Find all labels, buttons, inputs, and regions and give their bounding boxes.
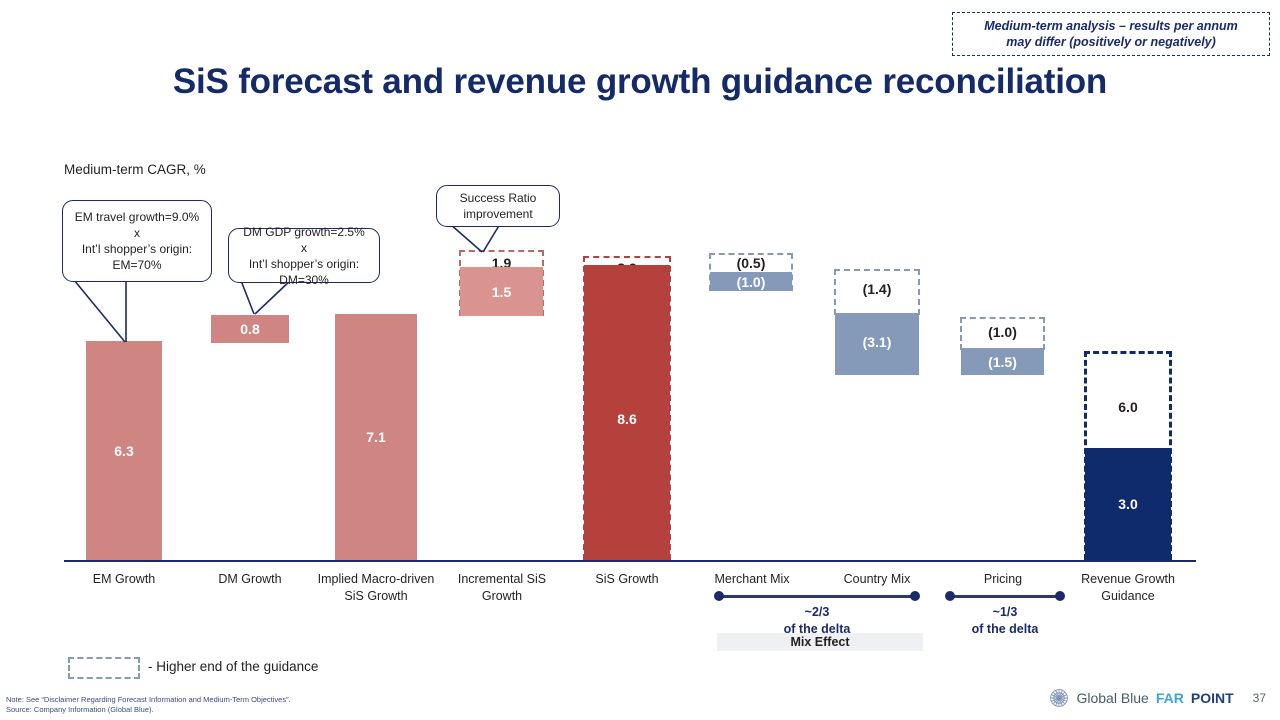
brand-far: FAR bbox=[1155, 690, 1184, 706]
footnote: Note: See “Disclaimer Regarding Forecast… bbox=[6, 695, 291, 715]
bar-value-country-mix: (3.1) bbox=[862, 334, 892, 350]
ghost-value-merchant-mix: (0.5) bbox=[736, 255, 766, 271]
legend-swatch-higher-end bbox=[68, 657, 140, 679]
mix-effect-bracket-rail bbox=[719, 595, 915, 598]
bar-value-sis-growth: 8.6 bbox=[617, 411, 637, 427]
cat-revenue-line-2: Guidance bbox=[1101, 589, 1155, 603]
cat-dm-growth-line-1: DM Growth bbox=[218, 572, 282, 586]
cat-merchant-mix-line-1: Merchant Mix bbox=[714, 572, 790, 586]
em-callout: EM travel growth=9.0% x Int’l shopper’s … bbox=[62, 200, 212, 282]
pricing-delta-line-1: ~1/3 bbox=[992, 605, 1018, 619]
mix-effect-bracket bbox=[714, 591, 920, 601]
cat-incremental-line-1: Incremental SiS bbox=[457, 572, 547, 586]
brand-global-blue: Global Blue bbox=[1076, 690, 1149, 706]
dm-callout-line-2: x bbox=[301, 240, 307, 255]
cat-revenue-line-1: Revenue Growth bbox=[1081, 572, 1175, 586]
pricing-delta-line-2: of the delta bbox=[971, 622, 1039, 636]
bar-revenue-growth-guidance: 3.0 bbox=[1085, 448, 1171, 560]
bar-em-growth: 6.3 bbox=[86, 341, 162, 560]
dm-callout-leader bbox=[239, 277, 294, 315]
mix-effect-bracket-dot-left bbox=[714, 591, 724, 601]
brand-point: POINT bbox=[1190, 690, 1234, 706]
mix-effect-label: Mix Effect bbox=[717, 633, 923, 651]
category-label-pricing: Pricing bbox=[943, 571, 1063, 588]
bar-incremental-sis-growth: 1.5 bbox=[460, 267, 543, 316]
note-line-1: Medium-term analysis – results per annum bbox=[984, 19, 1238, 33]
bar-dm-growth: 0.8 bbox=[211, 315, 289, 343]
bar-value-em-growth: 6.3 bbox=[114, 442, 134, 459]
category-label-revenue-growth-guidance: Revenue Growth Guidance bbox=[1068, 571, 1188, 605]
success-callout-leader bbox=[449, 223, 501, 253]
bar-merchant-mix: (1.0) bbox=[710, 272, 792, 291]
bar-value-pricing: (1.5) bbox=[988, 353, 1017, 370]
pricing-bracket-dot-right bbox=[1055, 591, 1065, 601]
x-axis-line bbox=[64, 560, 1196, 562]
bar-country-mix: (3.1) bbox=[835, 313, 919, 375]
dm-callout-line-4: DM=30% bbox=[279, 272, 329, 287]
category-label-country-mix: Country Mix bbox=[817, 571, 937, 588]
global-blue-logo-icon bbox=[1050, 689, 1069, 707]
category-label-em-growth: EM Growth bbox=[64, 571, 184, 588]
ghost-value-country-mix: (1.4) bbox=[862, 281, 892, 297]
category-label-dm-growth: DM Growth bbox=[190, 571, 310, 588]
bar-value-implied-macro: 7.1 bbox=[366, 429, 386, 445]
page-number: 37 bbox=[1252, 691, 1266, 705]
bar-value-revenue-growth-guidance: 3.0 bbox=[1118, 496, 1138, 512]
ghost-value-pricing: (1.0) bbox=[988, 324, 1017, 340]
pricing-bracket-dot-left bbox=[945, 591, 955, 601]
page-title: SiS forecast and revenue growth guidance… bbox=[172, 62, 1108, 101]
cat-implied-line-2: SiS Growth bbox=[344, 589, 408, 603]
cat-pricing-line-1: Pricing bbox=[983, 572, 1023, 586]
footnote-line-2: Source: Company Information (Global Blue… bbox=[6, 705, 154, 714]
ghost-bar-country-mix: (1.4) bbox=[834, 269, 920, 315]
em-callout-leader bbox=[73, 279, 127, 343]
bar-value-incremental-sis: 1.5 bbox=[491, 283, 512, 300]
y-axis-caption: Medium-term CAGR, % bbox=[64, 162, 206, 177]
dm-callout-line-1: DM GDP growth=2.5% bbox=[243, 224, 365, 239]
category-label-incremental-sis-growth: Incremental SiS Growth bbox=[442, 571, 562, 605]
legend-label-higher-end: - Higher end of the guidance bbox=[148, 659, 319, 674]
mix-effect-delta-line-2: of the delta bbox=[783, 622, 851, 636]
mix-effect-bracket-dot-right bbox=[910, 591, 920, 601]
cat-implied-line-1: Implied Macro-driven bbox=[317, 572, 435, 586]
ghost-value-revenue-growth-guidance: 6.0 bbox=[1118, 399, 1138, 415]
ghost-bar-pricing: (1.0) bbox=[960, 317, 1045, 350]
footnote-line-1: Note: See “Disclaimer Regarding Forecast… bbox=[6, 695, 291, 704]
cat-sis-growth-line-1: SiS Growth bbox=[595, 572, 659, 586]
category-label-merchant-mix: Merchant Mix bbox=[692, 571, 812, 588]
pricing-delta-text: ~1/3 of the delta bbox=[945, 604, 1065, 638]
dm-callout-line-3: Int’l shopper’s origin: bbox=[248, 256, 360, 271]
bar-value-merchant-mix: (1.0) bbox=[736, 273, 766, 290]
mix-effect-delta-line-1: ~2/3 bbox=[804, 605, 830, 619]
cat-country-mix-line-1: Country Mix bbox=[843, 572, 911, 586]
bar-implied-macro-driven-sis-growth: 7.1 bbox=[335, 314, 417, 560]
em-callout-line-4: EM=70% bbox=[112, 258, 162, 272]
category-label-sis-growth: SiS Growth bbox=[567, 571, 687, 588]
success-callout-line-2: improvement bbox=[463, 207, 533, 221]
pricing-bracket bbox=[945, 591, 1065, 601]
note-line-2: may differ (positively or negatively) bbox=[1006, 35, 1216, 49]
cat-em-growth-line-1: EM Growth bbox=[92, 572, 156, 586]
bar-pricing: (1.5) bbox=[961, 348, 1044, 375]
medium-term-analysis-note: Medium-term analysis – results per annum… bbox=[952, 12, 1270, 56]
em-callout-line-2: x bbox=[134, 226, 140, 240]
bar-sis-growth: 8.6 bbox=[584, 265, 670, 560]
dm-callout: DM GDP growth=2.5% x Int’l shopper’s ori… bbox=[228, 225, 380, 287]
pricing-bracket-rail bbox=[950, 595, 1060, 598]
bar-value-dm-growth: 0.8 bbox=[240, 321, 260, 337]
em-callout-line-3: Int’l shopper’s origin: bbox=[81, 242, 193, 256]
cat-incremental-line-2: Growth bbox=[481, 589, 523, 603]
success-ratio-callout: Success Ratio improvement bbox=[436, 185, 560, 227]
category-label-implied-macro-driven-sis-growth: Implied Macro-driven SiS Growth bbox=[306, 571, 446, 605]
em-callout-line-1: EM travel growth=9.0% bbox=[74, 210, 200, 224]
success-callout-line-1: Success Ratio bbox=[459, 191, 537, 205]
mix-effect-delta-text: ~2/3 of the delta bbox=[714, 604, 920, 638]
brand-footer: Global Blue FAR POINT 37 bbox=[1049, 688, 1266, 708]
